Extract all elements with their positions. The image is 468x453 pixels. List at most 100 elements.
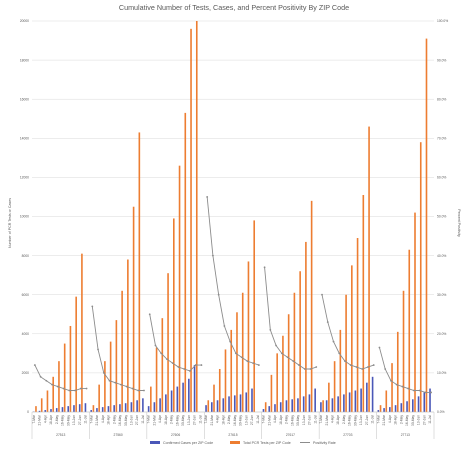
x-tick-label: 30-May: [411, 415, 415, 426]
test-bar: [419, 142, 422, 412]
y-tick-left: 16000: [20, 97, 29, 101]
x-tick-label: 30-May: [239, 415, 243, 426]
positivity-point: [413, 389, 415, 392]
positivity-point: [108, 379, 111, 382]
test-bar: [184, 112, 187, 412]
x-tick-label: 21-Mar: [210, 414, 214, 425]
positivity-point: [33, 364, 36, 366]
test-bar: [408, 249, 411, 412]
x-tick-label: 13-Jun: [244, 415, 248, 425]
case-bar: [297, 398, 299, 412]
x-tick-label: 2-May: [227, 415, 231, 425]
x-tick-label: 7-Mar: [204, 414, 208, 424]
x-tick-label: 7-Mar: [32, 414, 36, 424]
zip-label: 27703: [343, 433, 352, 437]
x-tick-label: 16-May: [348, 415, 352, 426]
case-bar: [411, 399, 414, 412]
positivity-point: [378, 346, 381, 349]
test-bar: [247, 261, 250, 412]
positivity-line: [379, 347, 432, 393]
test-bar: [121, 290, 123, 412]
case-bar: [55, 408, 58, 412]
test-bar: [351, 265, 353, 412]
positivity-point: [223, 325, 226, 327]
case-bar: [159, 398, 161, 412]
case-bar: [389, 407, 391, 412]
positivity-point: [212, 254, 214, 257]
positivity-point: [338, 352, 341, 355]
zip-label: 27606: [171, 433, 180, 437]
positivity-point: [217, 293, 220, 296]
test-bar: [396, 331, 399, 412]
case-bar: [314, 388, 316, 412]
y-axis-left-label: Number of PCR Tests or Cases: [8, 198, 12, 248]
positivity-point: [234, 352, 237, 355]
test-bar: [173, 218, 175, 412]
y-tick-left: 0: [27, 410, 29, 414]
x-tick-label: 18-Apr: [394, 414, 398, 425]
test-bar: [379, 405, 382, 412]
case-bar: [279, 402, 282, 412]
test-bar: [132, 206, 135, 412]
x-tick-label: 30-May: [66, 415, 70, 426]
test-bar: [282, 335, 284, 412]
positivity-point: [68, 389, 71, 392]
test-bar: [81, 253, 83, 412]
case-bar: [165, 394, 167, 412]
test-bar: [127, 259, 129, 412]
positivity-point: [45, 379, 48, 382]
positivity-line: [206, 196, 259, 366]
positivity-point: [56, 385, 59, 388]
positivity-point: [321, 293, 323, 296]
x-tick-label: 27-Jun: [308, 415, 312, 425]
case-bar: [348, 392, 351, 412]
case-bar: [262, 409, 265, 412]
case-bar: [170, 390, 173, 412]
positivity-point: [257, 364, 260, 366]
gridlines: [32, 20, 434, 413]
x-tick-label: 21-Mar: [382, 414, 386, 425]
case-bar: [423, 392, 426, 412]
x-tick-label: 11-Jul: [141, 415, 145, 424]
case-bar: [176, 386, 179, 412]
zip-label: 27713: [401, 433, 410, 437]
positivity-point: [355, 366, 358, 368]
case-bar: [44, 410, 47, 412]
y-tick-left: 20000: [20, 19, 29, 23]
zip-label: 27560: [114, 433, 123, 437]
x-tick-label: 18-Apr: [49, 414, 53, 425]
test-bar: [236, 312, 238, 412]
y-tick-left: 4000: [22, 332, 30, 336]
positivity-point: [120, 383, 122, 386]
case-bar: [308, 394, 311, 412]
x-axis: 7-Mar 21-Mar 4-Apr 18-Apr 2-May 16-May 30-May 1…: [31, 411, 435, 439]
y-axis-left: 0 2000 4000 6000 8000 10000 12000 14000 16000 180…: [20, 19, 29, 414]
legend: Confirmed Cases per ZIP Code Total PCR Te…: [150, 441, 336, 445]
x-tick-label: 18-Apr: [221, 414, 225, 425]
positivity-point: [418, 389, 421, 392]
case-bar: [228, 396, 230, 412]
case-bar: [61, 407, 64, 412]
positivity-line: [264, 267, 317, 370]
test-bar: [63, 343, 66, 412]
legend-label: Positivity Rate: [313, 441, 336, 445]
positivity-point: [160, 352, 163, 355]
x-tick-label: 27-Jun: [78, 415, 82, 425]
x-tick-label: 2-May: [170, 415, 174, 425]
y-tick-right: 20.0%: [437, 332, 446, 336]
positivity-point: [189, 370, 191, 372]
case-bar: [78, 404, 81, 412]
x-tick-label: 13-Jun: [72, 415, 76, 425]
positivity-point: [177, 366, 180, 368]
positivity-point: [79, 387, 82, 390]
y-tick-left: 18000: [20, 58, 29, 62]
test-bar: [345, 294, 347, 412]
case-bar: [210, 402, 213, 412]
y-tick-right: 80.0%: [437, 97, 446, 101]
test-bar: [293, 292, 296, 412]
test-bar: [92, 405, 95, 412]
x-tick-label: 21-Mar: [95, 414, 99, 425]
y-tick-right: 40.0%: [437, 254, 446, 258]
x-tick-label: 7-Mar: [319, 414, 323, 424]
